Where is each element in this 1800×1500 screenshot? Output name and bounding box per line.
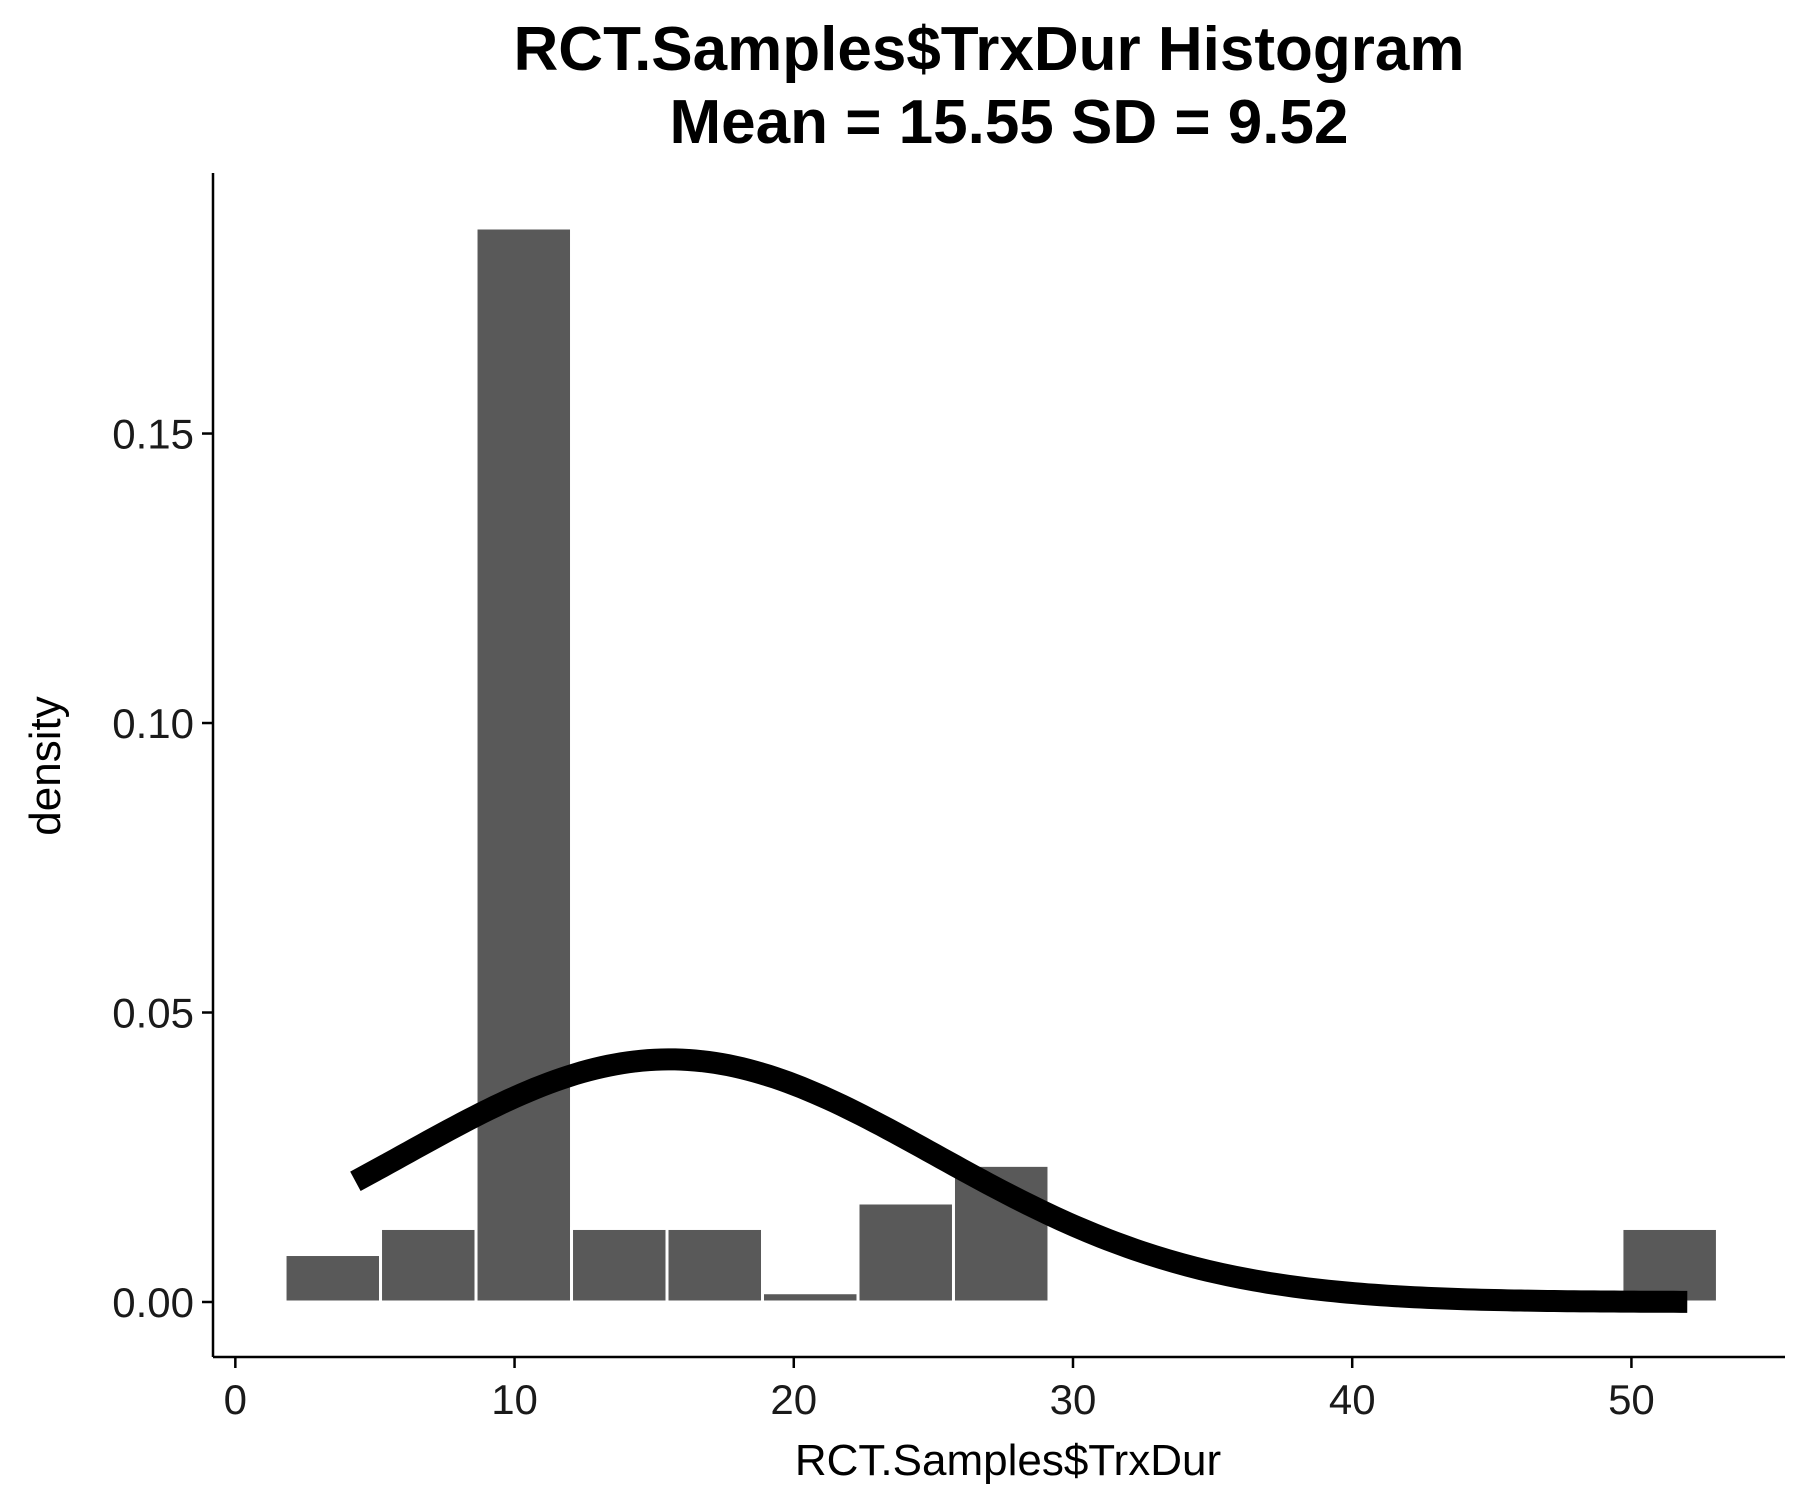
y-tick-label: 0.10 (112, 700, 194, 747)
y-tick-label: 0.00 (112, 1279, 194, 1326)
y-axis-title: density (21, 696, 70, 835)
normal-density-curve (350, 1048, 1692, 1313)
histogram-bar-3 (474, 226, 574, 1304)
histogram-bar-7 (856, 1201, 955, 1304)
chart-subtitle: Mean = 15.55 SD = 9.52 (670, 88, 1349, 157)
histogram-bars (283, 226, 1719, 1304)
histogram-bar-2 (379, 1226, 478, 1304)
x-axis-ticks: 0 10 20 30 40 50 (224, 1357, 1655, 1423)
x-tick-label: 40 (1329, 1376, 1376, 1423)
x-axis-title: RCT.Samples$TrxDur (795, 1436, 1221, 1485)
histogram-bar-6 (761, 1291, 860, 1304)
histogram-bar-4 (570, 1226, 669, 1304)
histogram-bar-5 (665, 1226, 765, 1304)
x-tick-label: 30 (1050, 1376, 1097, 1423)
y-tick-label: 0.15 (112, 411, 194, 458)
x-tick-label: 50 (1608, 1376, 1655, 1423)
histogram-bar-1 (283, 1253, 383, 1304)
y-tick-label: 0.05 (112, 990, 194, 1037)
x-tick-label: 10 (491, 1376, 538, 1423)
x-tick-label: 0 (224, 1376, 247, 1423)
y-axis-ticks: 0.00 0.05 0.10 0.15 (112, 411, 213, 1326)
chart-title: RCT.Samples$TrxDur Histogram (514, 15, 1465, 84)
x-tick-label: 20 (770, 1376, 817, 1423)
